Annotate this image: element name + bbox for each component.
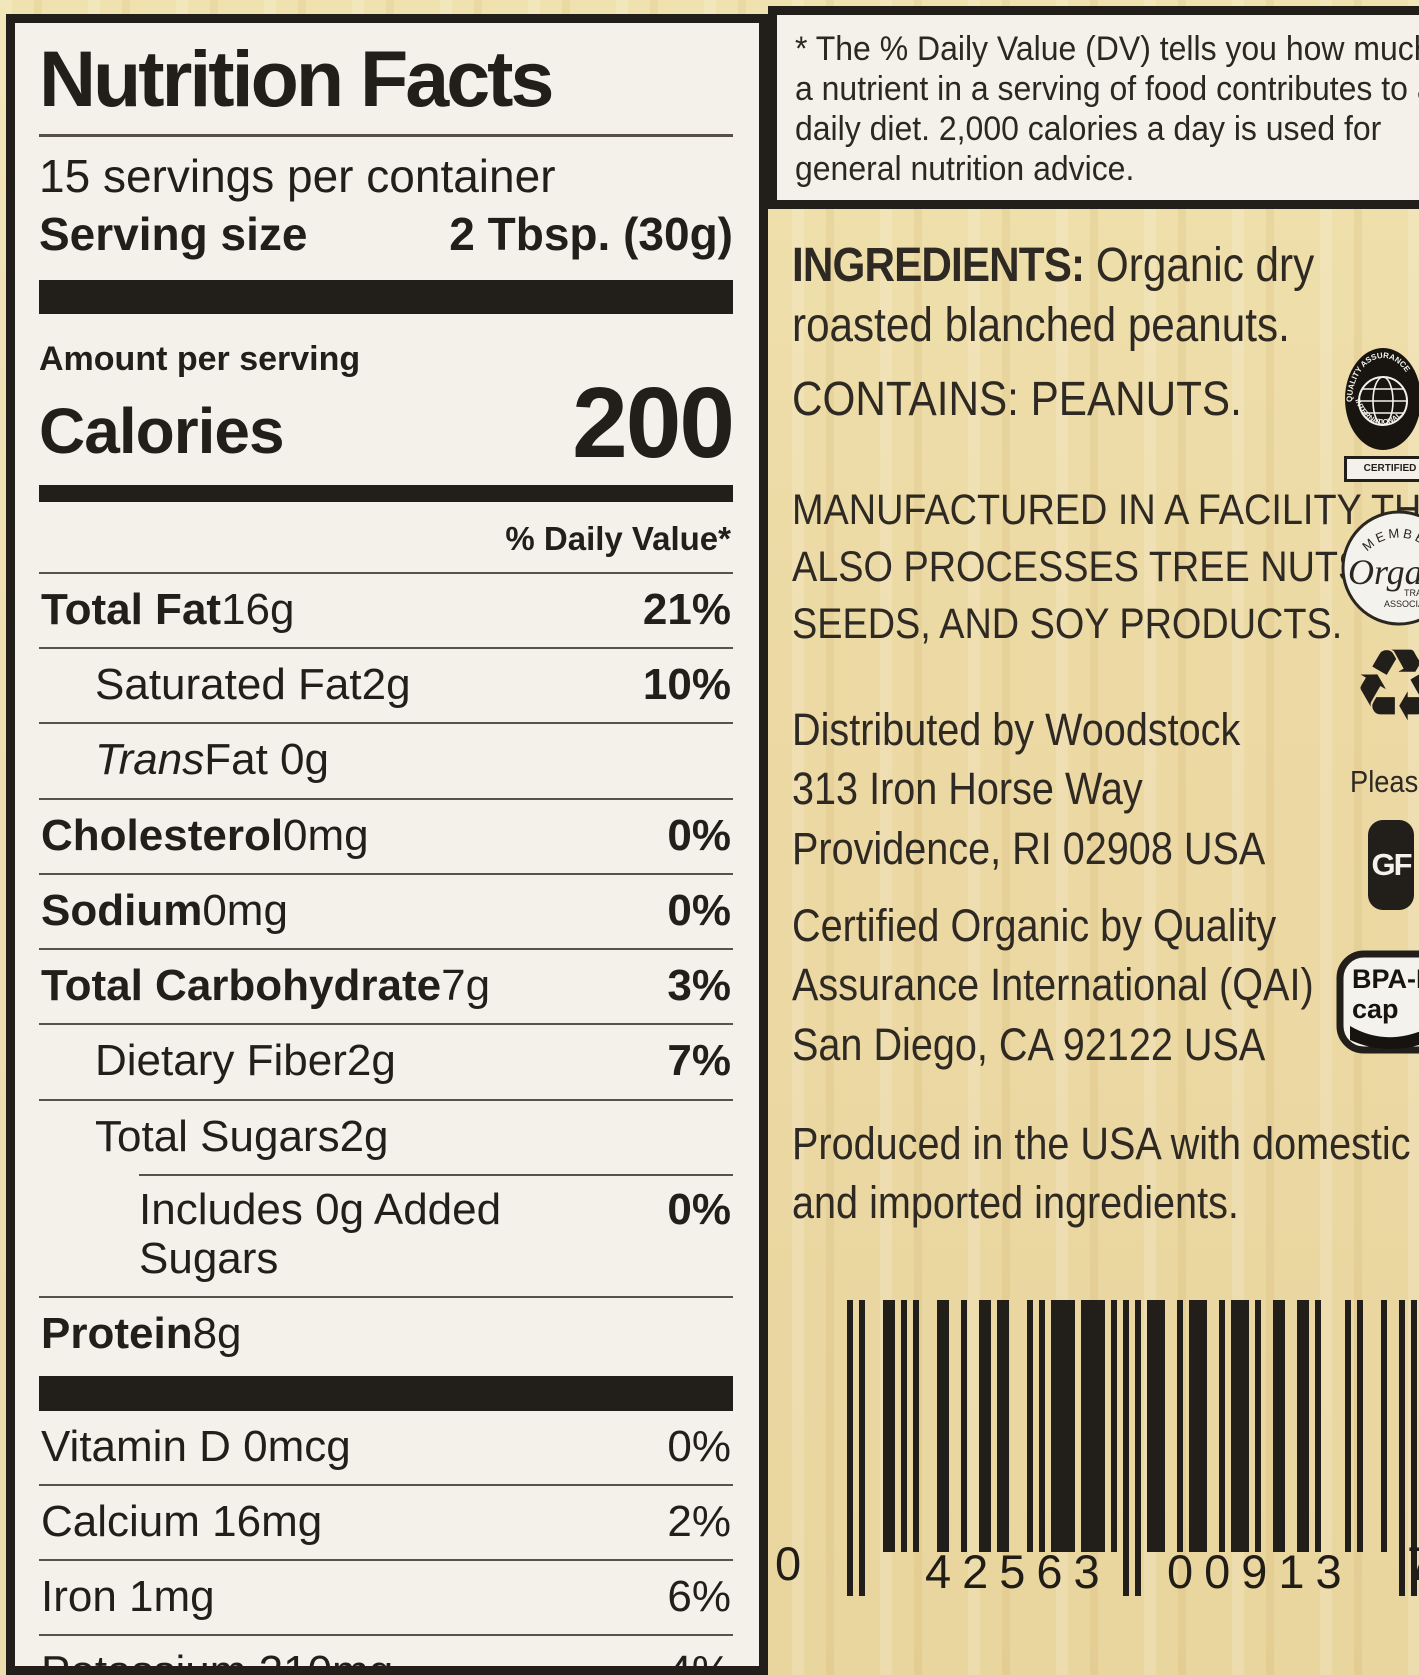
barcode-digit-group-left: 42563: [925, 1545, 1111, 1598]
nutrient-name: Total Carbohydrate: [41, 961, 442, 1011]
nutrient-name: Cholesterol: [41, 810, 284, 860]
nutrient-amount: 0mg: [202, 885, 288, 935]
nutrient-name: Protein: [41, 1309, 193, 1359]
bpa-swoosh: [1350, 1026, 1419, 1049]
micronutrient-text: Iron 1mg: [41, 1572, 215, 1622]
nutrition-facts-title: Nutrition Facts: [39, 29, 733, 137]
nutrient-amount: 0mg: [283, 810, 369, 860]
nutrient-name: Saturated Fat: [95, 660, 362, 710]
nutrient-dv: 3%: [667, 961, 731, 1011]
nutrient-dv: 0%: [667, 1184, 731, 1234]
gluten-free-badge: GF: [1368, 820, 1414, 910]
contains-statement: CONTAINS: PEANUTS.: [792, 373, 1242, 426]
nutrient-name: Fat 0g: [204, 735, 329, 785]
nutrient-name: Includes 0g Added Sugars: [139, 1184, 502, 1284]
nutrient-dv: 0%: [667, 810, 731, 860]
certifier-address: Certified Organic by Quality Assurance I…: [792, 900, 1314, 1070]
nutrient-row-dietary-fiber: Dietary Fiber 2g 7%: [39, 1023, 733, 1098]
nutrient-row-saturated-fat: Saturated Fat 2g 10%: [39, 647, 733, 722]
bpa-line1: BPA-N: [1352, 964, 1419, 994]
nutrient-row-cholesterol: Cholesterol 0mg 0%: [39, 797, 733, 873]
ota-association-text: ASSOCIATION: [1384, 599, 1419, 609]
nutrient-amount: 2g: [346, 1036, 396, 1086]
calories-value: 200: [572, 366, 735, 479]
micronutrient-dv: 6%: [667, 1572, 731, 1622]
micronutrient-text: Calcium 16mg: [41, 1496, 323, 1546]
calories-row: Calories 200: [39, 366, 735, 485]
micronutrient-row-potassium: Potassium 210mg 4%: [39, 1634, 733, 1675]
barcode-digit-system: 0: [775, 1537, 802, 1590]
nutrient-name: Total Sugars: [95, 1111, 340, 1161]
upc-barcode-bars: [847, 1300, 1417, 1596]
micronutrient-text: Potassium 210mg: [41, 1647, 394, 1675]
ota-member-seal: MEMBER Organic TRADE ASSOCIATION: [1338, 508, 1419, 633]
servings-per-container: 15 servings per container: [39, 149, 556, 202]
daily-value-header: % Daily Value*: [505, 519, 731, 557]
bpa-line2: cap: [1352, 994, 1399, 1024]
nutrient-dv: 21%: [642, 584, 731, 634]
certified-organic-caption: CERTIFIED ORGANIC: [1344, 456, 1419, 482]
nutrient-dv: 7%: [667, 1036, 731, 1086]
serving-size-label: Serving size: [39, 208, 308, 261]
nutrient-row-total-carbohydrate: Total Carbohydrate 7g 3%: [39, 948, 733, 1023]
nutrient-row-total-fat: Total Fat 16g 21%: [39, 571, 733, 647]
nutrient-row-protein: Protein 8g: [39, 1296, 733, 1371]
facility-allergen-warning: MANUFACTURED IN A FACILITY THAT ALSO PRO…: [792, 486, 1419, 649]
upc-barcode: 0 42563 00913 7: [775, 1292, 1419, 1632]
barcode-digit-check: 7: [1407, 1536, 1419, 1591]
nutrient-name: Dietary Fiber: [95, 1036, 347, 1086]
serving-size-row: Serving size 2 Tbsp. (30g): [39, 203, 733, 280]
nutrient-row-added-sugars: Includes 0g Added Sugars 0%: [39, 1173, 733, 1297]
bpa-free-cap-badge: BPA-N cap: [1336, 950, 1419, 1059]
nutrient-row-total-sugars: Total Sugars 2g: [39, 1098, 733, 1174]
nutrient-amount: 2g: [339, 1111, 389, 1161]
daily-value-footnote-box: * The % Daily Value (DV) tells you how m…: [768, 6, 1419, 209]
nutrient-name: Sodium: [41, 885, 203, 935]
ingredients-label: INGREDIENTS:: [792, 239, 1085, 292]
nutrient-amount: 16g: [221, 584, 295, 634]
nutrient-name: Total Fat: [41, 584, 222, 634]
serving-size-value: 2 Tbsp. (30g): [449, 208, 733, 261]
barcode-digit-group-right: 00913: [1167, 1545, 1353, 1598]
calories-label: Calories: [39, 395, 285, 468]
ingredients-line-2: roasted blanched peanuts.: [792, 299, 1290, 353]
gluten-free-text: GF: [1371, 847, 1412, 882]
micronutrient-row-vitamin-d: Vitamin D 0mcg 0%: [39, 1411, 733, 1484]
divider-bar-medium: [39, 484, 733, 502]
ingredients-line-1: INGREDIENTS: Organic dry: [792, 239, 1315, 292]
micronutrient-dv: 2%: [667, 1496, 731, 1546]
nutrient-row-sodium: Sodium 0mg 0%: [39, 872, 733, 948]
micronutrient-dv: 0%: [667, 1421, 731, 1471]
daily-value-footnote: * The % Daily Value (DV) tells you how m…: [795, 30, 1419, 189]
please-recycle-caption: Please Recycle: [1350, 764, 1419, 799]
nutrition-facts-panel: Nutrition Facts 15 servings per containe…: [6, 14, 768, 1675]
nutrient-amount: 8g: [192, 1309, 242, 1359]
micronutrient-row-iron: Iron 1mg 6%: [39, 1559, 733, 1634]
ota-organic-text: Organic: [1348, 552, 1419, 592]
micronutrient-row-calcium: Calcium 16mg 2%: [39, 1483, 733, 1559]
nutrient-name-italic: Trans: [95, 735, 205, 785]
ota-trade-text: TRADE: [1404, 588, 1419, 598]
recycle-icon: ♻: [1352, 630, 1419, 742]
divider-bar-thick: [39, 279, 733, 314]
amount-per-serving-label: Amount per serving: [39, 339, 361, 378]
micronutrient-text: Vitamin D 0mcg: [41, 1421, 351, 1471]
produced-statement: Produced in the USA with domestic and im…: [792, 1118, 1411, 1229]
nutrient-dv: 0%: [667, 885, 731, 935]
qai-certified-organic-seal: QUALITY ASSURANCE INTERNATIONAL: [1342, 346, 1419, 459]
nutrient-amount: 2g: [361, 660, 411, 710]
ingredients-paragraph: INGREDIENTS: Organic dry roasted blanche…: [792, 236, 1314, 357]
divider-bar-thick-bottom: [39, 1375, 733, 1411]
nutrient-amount: 7g: [441, 961, 491, 1011]
nutrient-dv: 10%: [642, 660, 731, 710]
micronutrient-dv: 4%: [667, 1647, 731, 1675]
distributor-address: Distributed by Woodstock 313 Iron Horse …: [792, 704, 1266, 874]
nutrient-row-trans-fat: Trans Fat 0g: [39, 722, 733, 797]
